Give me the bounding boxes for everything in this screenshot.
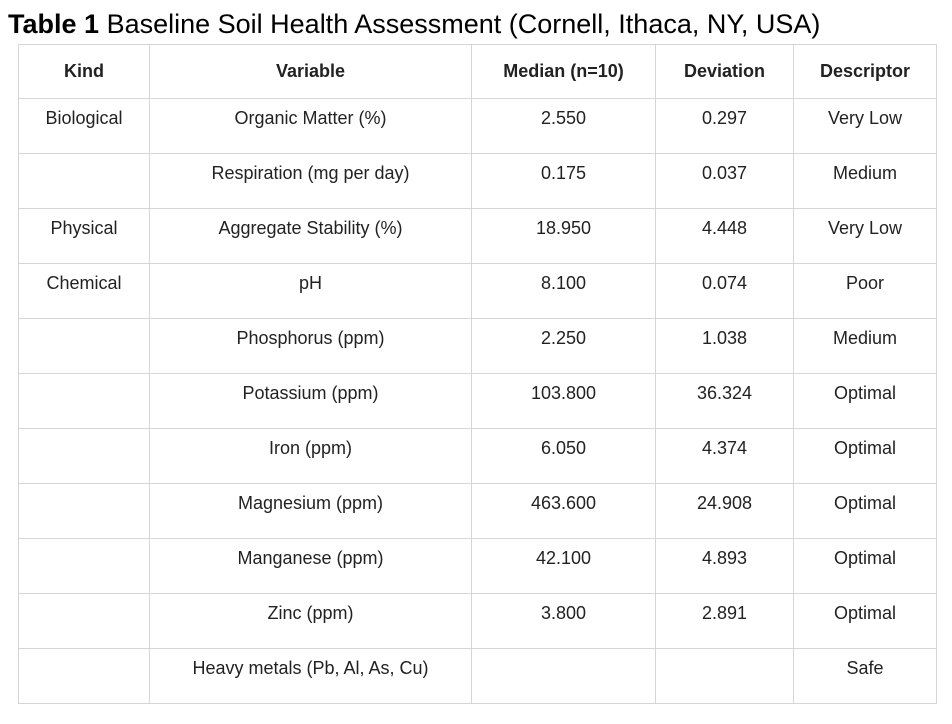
cell-descriptor: Safe (793, 648, 937, 704)
table-row: Potassium (ppm) 103.800 36.324 Optimal (18, 373, 937, 429)
table-row: Magnesium (ppm) 463.600 24.908 Optimal (18, 483, 937, 539)
cell-deviation: 4.374 (655, 428, 794, 484)
table-caption: Table 1 Baseline Soil Health Assessment … (8, 6, 820, 42)
cell-kind (18, 538, 150, 594)
cell-kind: Physical (18, 208, 150, 264)
cell-median: 2.550 (471, 98, 656, 154)
cell-variable: Respiration (mg per day) (149, 153, 472, 209)
cell-deviation: 2.891 (655, 593, 794, 649)
table-row: Iron (ppm) 6.050 4.374 Optimal (18, 428, 937, 484)
header-variable: Variable (149, 44, 472, 99)
table-row: Phosphorus (ppm) 2.250 1.038 Medium (18, 318, 937, 374)
cell-median: 0.175 (471, 153, 656, 209)
cell-kind (18, 153, 150, 209)
soil-health-table: Kind Variable Median (n=10) Deviation De… (18, 44, 937, 704)
cell-variable: Aggregate Stability (%) (149, 208, 472, 264)
cell-deviation: 4.448 (655, 208, 794, 264)
table-row: Zinc (ppm) 3.800 2.891 Optimal (18, 593, 937, 649)
table-caption-label: Table 1 (8, 9, 100, 39)
cell-descriptor: Medium (793, 153, 937, 209)
cell-median: 8.100 (471, 263, 656, 319)
cell-variable: Iron (ppm) (149, 428, 472, 484)
cell-median: 42.100 (471, 538, 656, 594)
cell-descriptor: Optimal (793, 428, 937, 484)
cell-median: 6.050 (471, 428, 656, 484)
table-row: Physical Aggregate Stability (%) 18.950 … (18, 208, 937, 264)
cell-descriptor: Very Low (793, 98, 937, 154)
cell-variable: Phosphorus (ppm) (149, 318, 472, 374)
cell-kind (18, 318, 150, 374)
cell-deviation: 0.074 (655, 263, 794, 319)
cell-variable: Organic Matter (%) (149, 98, 472, 154)
cell-kind (18, 373, 150, 429)
cell-descriptor: Optimal (793, 538, 937, 594)
cell-deviation: 24.908 (655, 483, 794, 539)
header-descriptor: Descriptor (793, 44, 937, 99)
cell-deviation: 1.038 (655, 318, 794, 374)
cell-descriptor: Optimal (793, 593, 937, 649)
cell-median (471, 648, 656, 704)
cell-kind (18, 648, 150, 704)
table-row: Heavy metals (Pb, Al, As, Cu) Safe (18, 648, 937, 704)
cell-descriptor: Very Low (793, 208, 937, 264)
table-caption-text: Baseline Soil Health Assessment (Cornell… (106, 9, 821, 39)
cell-variable: pH (149, 263, 472, 319)
cell-descriptor: Optimal (793, 483, 937, 539)
header-deviation: Deviation (655, 44, 794, 99)
cell-deviation (655, 648, 794, 704)
table-row: Manganese (ppm) 42.100 4.893 Optimal (18, 538, 937, 594)
cell-median: 463.600 (471, 483, 656, 539)
cell-kind: Chemical (18, 263, 150, 319)
cell-deviation: 36.324 (655, 373, 794, 429)
table-header-row: Kind Variable Median (n=10) Deviation De… (18, 44, 937, 99)
cell-descriptor: Medium (793, 318, 937, 374)
cell-kind (18, 483, 150, 539)
cell-kind: Biological (18, 98, 150, 154)
cell-median: 3.800 (471, 593, 656, 649)
cell-variable: Manganese (ppm) (149, 538, 472, 594)
cell-variable: Heavy metals (Pb, Al, As, Cu) (149, 648, 472, 704)
table-row: Biological Organic Matter (%) 2.550 0.29… (18, 98, 937, 154)
cell-median: 2.250 (471, 318, 656, 374)
cell-variable: Potassium (ppm) (149, 373, 472, 429)
cell-descriptor: Optimal (793, 373, 937, 429)
cell-median: 18.950 (471, 208, 656, 264)
table-row: Respiration (mg per day) 0.175 0.037 Med… (18, 153, 937, 209)
cell-variable: Zinc (ppm) (149, 593, 472, 649)
cell-deviation: 0.297 (655, 98, 794, 154)
cell-deviation: 4.893 (655, 538, 794, 594)
cell-deviation: 0.037 (655, 153, 794, 209)
cell-kind (18, 593, 150, 649)
table-row: Chemical pH 8.100 0.074 Poor (18, 263, 937, 319)
header-median: Median (n=10) (471, 44, 656, 99)
header-kind: Kind (18, 44, 150, 99)
cell-variable: Magnesium (ppm) (149, 483, 472, 539)
cell-median: 103.800 (471, 373, 656, 429)
cell-descriptor: Poor (793, 263, 937, 319)
cell-kind (18, 428, 150, 484)
